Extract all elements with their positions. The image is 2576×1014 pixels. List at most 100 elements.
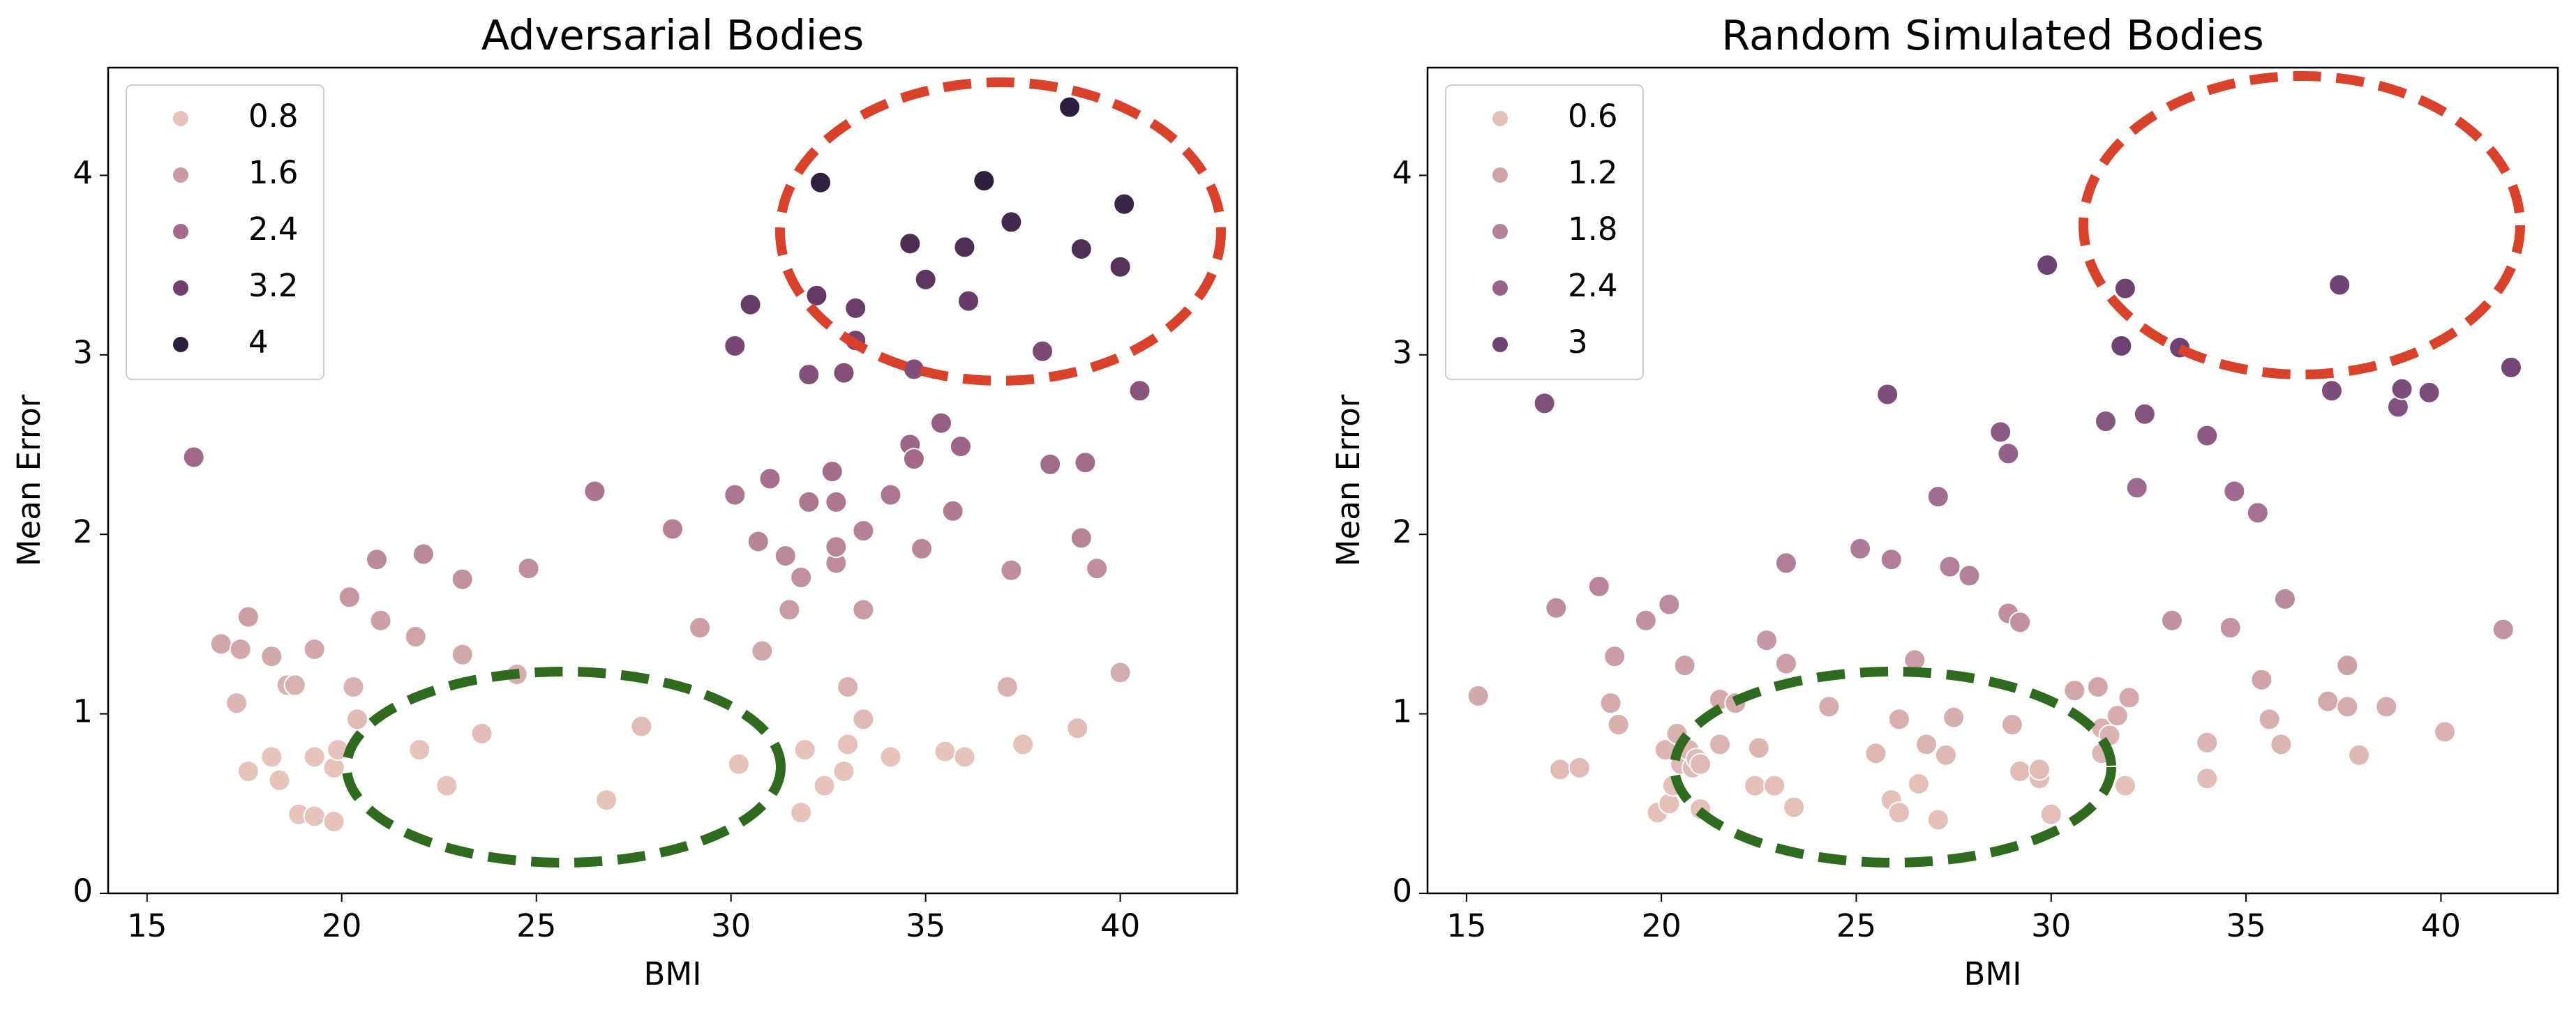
point: [342, 676, 365, 698]
point: [832, 361, 855, 384]
y-axis-label: Mean Error: [10, 394, 47, 566]
point: [365, 548, 388, 571]
legend-marker: [1491, 109, 1509, 128]
y-tick-label: 2: [1392, 513, 1412, 550]
point: [2086, 676, 2109, 698]
point: [2113, 277, 2136, 300]
point: [470, 722, 493, 745]
point: [451, 568, 474, 591]
point: [1774, 552, 1797, 575]
point: [1070, 527, 1093, 550]
point: [2118, 686, 2141, 709]
point: [1864, 742, 1887, 765]
x-tick-label: 30: [2031, 907, 2071, 944]
point: [929, 411, 952, 434]
highlight-ellipse: [2079, 71, 2525, 379]
point: [408, 739, 431, 762]
point: [2039, 803, 2062, 826]
point: [1109, 661, 1132, 684]
point: [2492, 618, 2515, 641]
legend-label: 0.8: [248, 98, 299, 135]
point: [1058, 96, 1081, 119]
point: [973, 169, 996, 192]
point: [517, 557, 540, 580]
point: [322, 756, 345, 779]
point: [825, 536, 848, 559]
legend-box: [1445, 84, 1644, 380]
point: [727, 752, 750, 775]
point: [852, 708, 875, 731]
point: [747, 530, 770, 553]
point: [1658, 593, 1681, 616]
point: [813, 774, 836, 797]
point: [751, 640, 774, 663]
point: [1012, 733, 1035, 756]
point: [724, 483, 747, 506]
point: [689, 616, 712, 640]
point: [1774, 652, 1797, 675]
legend-marker: [1491, 222, 1509, 241]
point: [852, 520, 875, 543]
y-tick-label: 3: [73, 334, 93, 371]
point: [1958, 564, 1981, 587]
point: [899, 232, 922, 255]
point: [1545, 596, 1568, 619]
point: [369, 609, 392, 632]
point: [724, 334, 747, 357]
point: [229, 637, 252, 660]
point: [914, 268, 937, 291]
point: [2250, 668, 2273, 691]
point: [2196, 424, 2219, 447]
y-tick-label: 2: [73, 513, 93, 550]
point: [2009, 611, 2032, 634]
y-axis-label: Mean Error: [1330, 394, 1367, 566]
point: [1783, 796, 1806, 819]
point: [1708, 733, 1731, 756]
legend-label: 1.2: [1568, 154, 1618, 191]
point: [2196, 731, 2219, 754]
chart-title: Adversarial Bodies: [481, 11, 864, 59]
point: [2000, 713, 2023, 736]
point: [1113, 192, 1136, 215]
point: [832, 759, 855, 782]
y-tick-label: 0: [1392, 872, 1412, 909]
legend-marker: [1491, 279, 1509, 297]
x-axis-label: BMI: [1964, 955, 2022, 992]
point: [1109, 255, 1132, 278]
point: [1689, 752, 1712, 775]
legend-label: 1.8: [1568, 211, 1618, 248]
point: [2110, 334, 2133, 357]
point: [1997, 442, 2020, 465]
point: [837, 733, 860, 756]
axes-frame: [107, 66, 1238, 895]
axes-frame: [1426, 66, 2559, 895]
point: [911, 537, 934, 560]
point: [451, 643, 474, 666]
point: [1533, 392, 1556, 415]
legend-label: 0.6: [1568, 98, 1618, 135]
point: [303, 746, 326, 769]
point: [797, 490, 821, 513]
point: [879, 746, 902, 769]
point: [941, 499, 964, 522]
x-tick-label: 40: [2421, 907, 2461, 944]
point: [435, 774, 458, 797]
point: [595, 789, 618, 812]
highlight-ellipse: [775, 77, 1226, 386]
point: [2418, 381, 2441, 404]
point: [1658, 792, 1681, 815]
point: [1934, 743, 1957, 766]
point: [2246, 501, 2269, 524]
point: [1907, 772, 1930, 795]
point: [322, 810, 345, 833]
point: [268, 769, 291, 792]
highlight-ellipse: [1670, 667, 2116, 868]
point: [1747, 736, 1770, 759]
point: [879, 483, 902, 506]
point: [2321, 379, 2343, 402]
x-tick-label: 15: [127, 907, 167, 944]
point: [809, 171, 832, 194]
point: [2113, 774, 2136, 797]
